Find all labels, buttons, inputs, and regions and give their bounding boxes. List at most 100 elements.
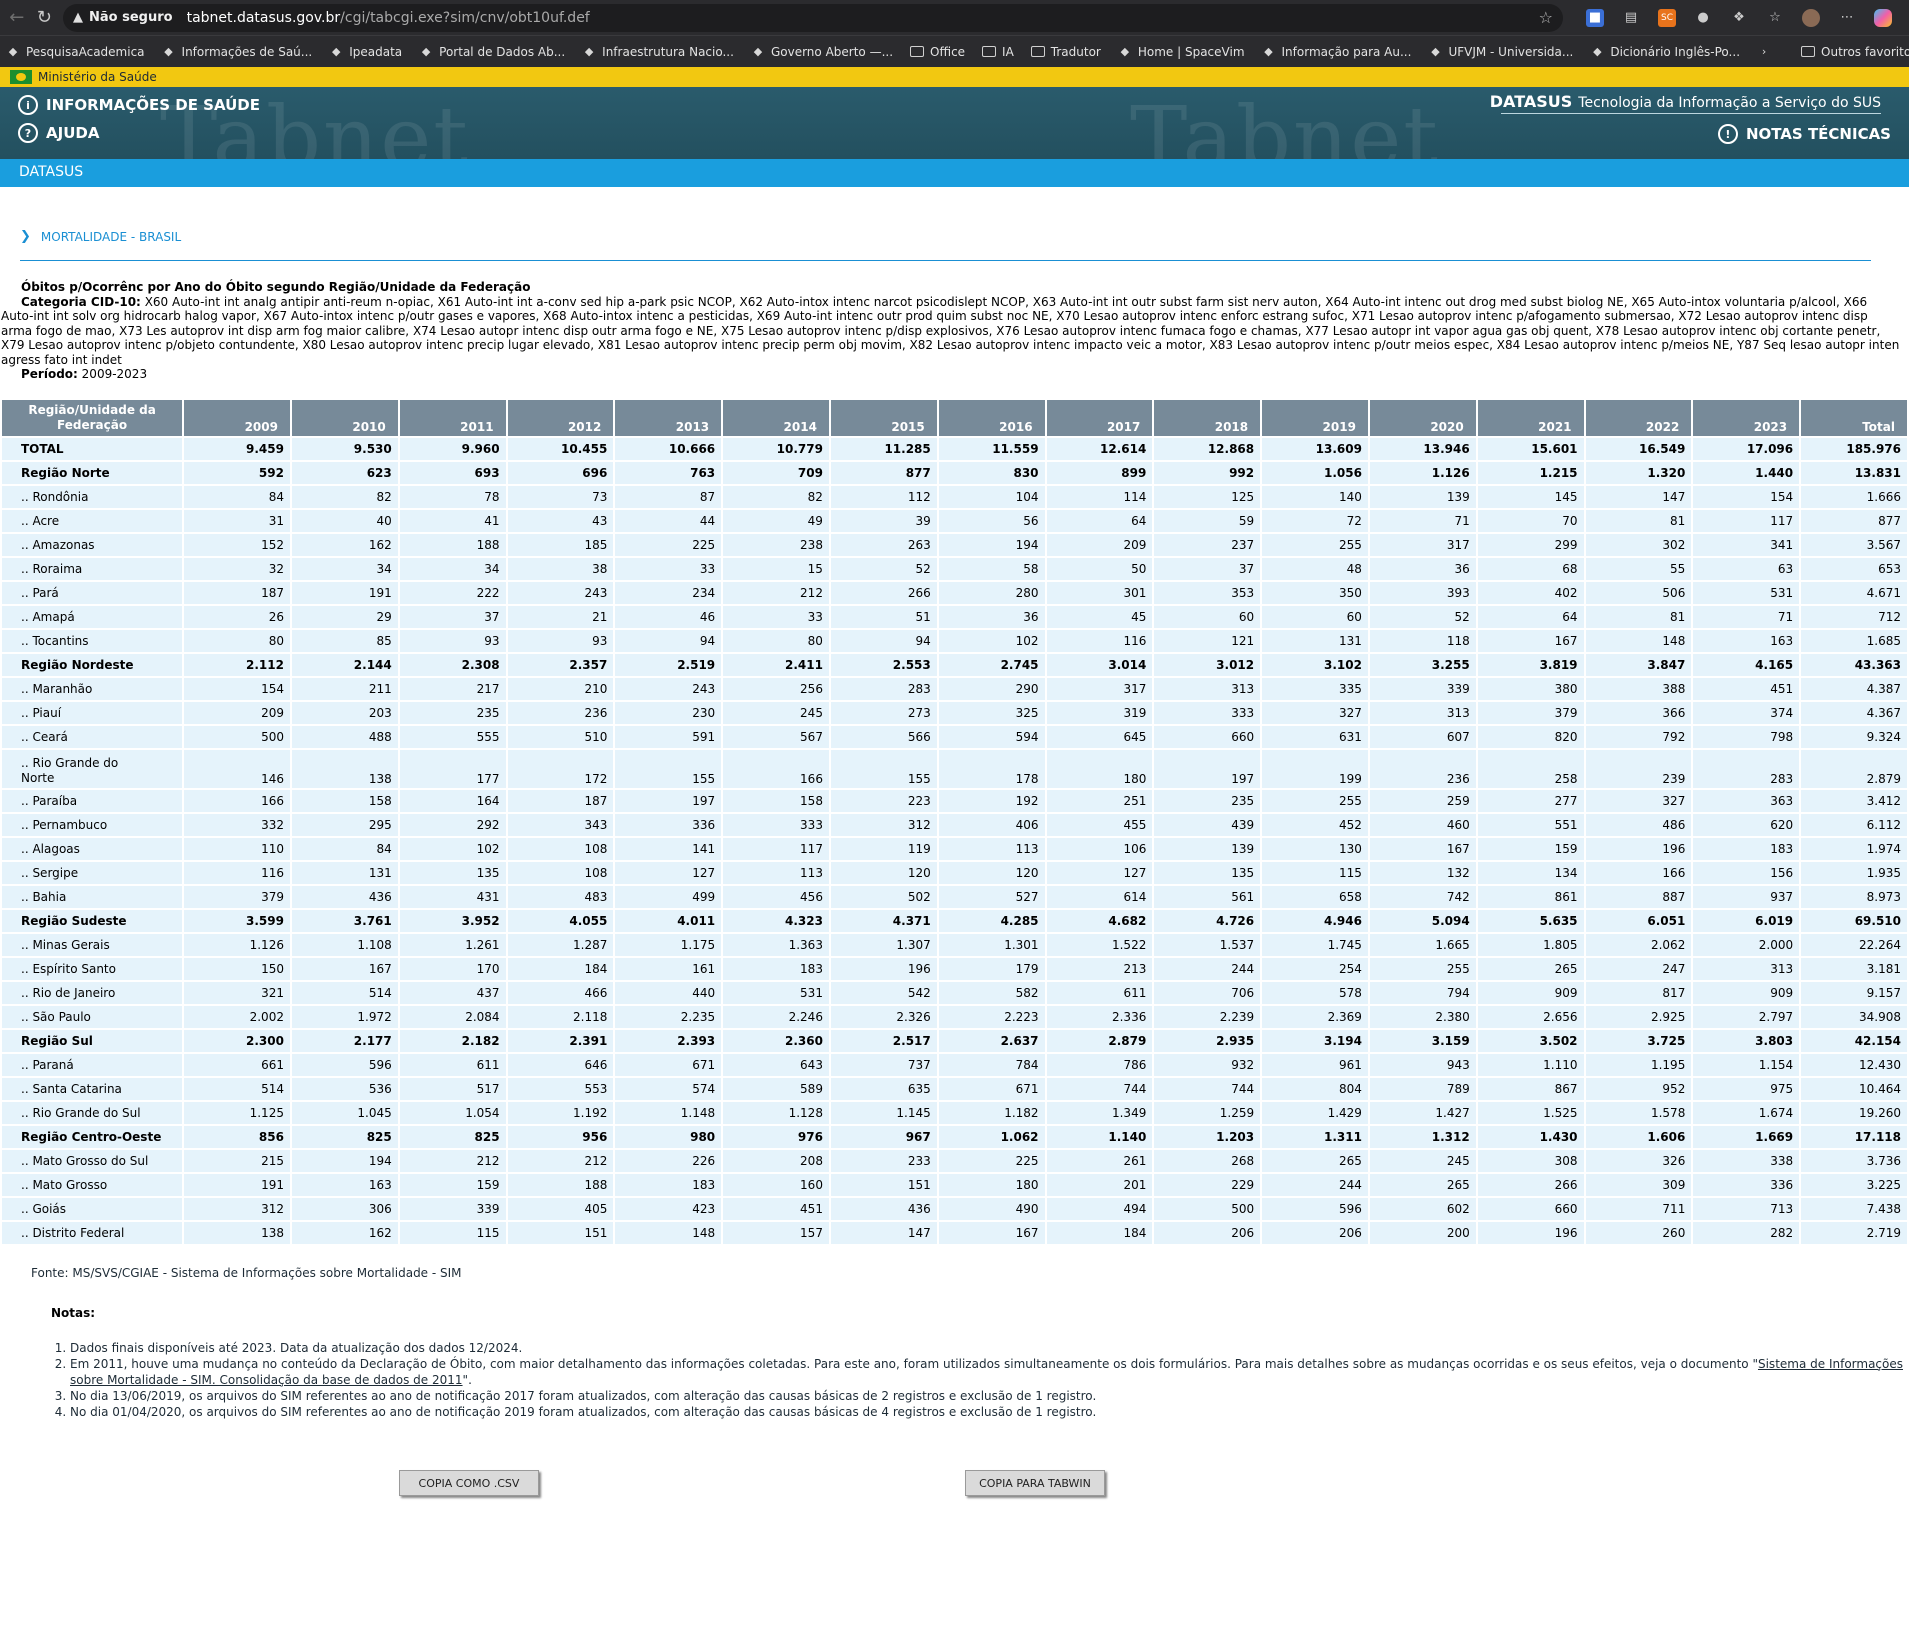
sc-extension-icon[interactable]: SC [1658, 8, 1676, 27]
bookmark-item[interactable]: ◆ Informações de Saú... [162, 45, 312, 59]
table-cell: 402 [1477, 581, 1584, 604]
table-cell: 238 [723, 533, 829, 556]
table-cell: 436 [291, 885, 398, 908]
bookmark-item[interactable]: ◆ Dicionário Inglês-Po... [1590, 45, 1740, 59]
table-cell: 551 [1477, 813, 1584, 836]
table-cell: 536 [291, 1077, 398, 1100]
table-cell: 436 [830, 1197, 937, 1220]
table-cell: 163 [291, 1173, 398, 1196]
datasus-brand[interactable]: DATASUS Tecnologia da Informação a Serviç… [1490, 92, 1881, 111]
bookmark-item[interactable]: ◆ Home | SpaceVim [1118, 45, 1245, 59]
more-menu-icon[interactable]: ⋯ [1840, 10, 1854, 25]
table-cell: 3.102 [1262, 653, 1368, 676]
table-cell: 312 [830, 813, 937, 836]
bookmark-item[interactable]: ◆ Portal de Dados Ab... [419, 45, 565, 59]
copy-tabwin-button[interactable]: COPIA PARA TABWIN [965, 1470, 1105, 1496]
table-cell: 116 [1046, 629, 1153, 652]
table-cell: 566 [830, 725, 937, 748]
table-cell: 499 [615, 885, 722, 908]
table-cell: 490 [938, 1197, 1045, 1220]
bookmark-item[interactable]: Tradutor [1030, 45, 1101, 59]
table-cell: 8.973 [1801, 885, 1907, 908]
table-cell: 452 [1262, 813, 1368, 836]
column-header: Total [1801, 399, 1907, 436]
table-cell: 388 [1585, 677, 1692, 700]
cookie-extension-icon[interactable]: ● [1697, 10, 1709, 25]
sim-document-link[interactable]: Sistema de Informações sobre Mortalidade… [70, 1356, 1903, 1387]
table-cell: 93 [399, 629, 506, 652]
table-description: Óbitos p/Ocorrênc por Ano do Óbito segun… [1, 280, 1901, 382]
table-cell: 184 [1046, 1221, 1153, 1244]
table-cell: 266 [830, 581, 937, 604]
column-header: 2015 [830, 399, 937, 436]
table-cell: 183 [723, 957, 829, 980]
table-cell: 2.935 [1154, 1029, 1261, 1052]
notes-title: Notas: [51, 1305, 96, 1320]
document-extension-icon[interactable]: ▤ [1624, 10, 1638, 25]
table-cell: 15 [723, 557, 829, 580]
table-cell: 261 [1046, 1149, 1153, 1172]
help-link[interactable]: ? AJUDA [18, 123, 99, 143]
bookmark-item[interactable]: ◆ Governo Aberto —... [751, 45, 893, 59]
address-bar[interactable]: ▲ Não seguro tabnet.datasus.gov.br/cgi/t… [63, 3, 1563, 32]
table-cell: 237 [1154, 533, 1261, 556]
favorites-icon[interactable]: ☆ [1769, 10, 1781, 25]
bookmark-star-icon[interactable]: ☆ [1538, 8, 1553, 27]
table-cell: 2.002 [184, 1005, 290, 1028]
table-cell: 1.429 [1262, 1101, 1368, 1124]
puzzle-extensions-icon[interactable]: ❖ [1733, 10, 1745, 25]
datasus-subbar-link[interactable]: DATASUS [19, 164, 84, 180]
table-cell: 3.194 [1262, 1029, 1368, 1052]
table-cell: 3.725 [1585, 1029, 1692, 1052]
bookmark-item[interactable]: Office [910, 45, 965, 59]
bookmark-favicon-icon: ◆ [8, 44, 18, 58]
table-cell: 313 [1154, 677, 1261, 700]
table-cell: 1.110 [1477, 1053, 1584, 1076]
table-cell: 319 [1046, 701, 1153, 724]
profile-avatar-icon[interactable] [1802, 8, 1820, 27]
reload-icon[interactable]: ↻ [36, 7, 52, 28]
table-cell: 2.062 [1585, 933, 1692, 956]
technical-notes-link[interactable]: ! NOTAS TÉCNICAS [1717, 124, 1891, 144]
bookmark-label: IA [1002, 44, 1014, 59]
other-bookmarks[interactable]: › Outros favoritos [1757, 45, 1909, 59]
note-item: Em 2011, houve uma mudança no conteúdo d… [70, 1356, 1909, 1388]
bookmark-item[interactable]: ◆ UFVJM - Universida... [1428, 45, 1573, 59]
copy-csv-button[interactable]: COPIA COMO .CSV [399, 1470, 539, 1496]
table-cell: 1.935 [1801, 861, 1907, 884]
table-cell: 861 [1477, 885, 1584, 908]
bookmark-item[interactable]: IA [982, 45, 1014, 59]
ministry-label[interactable]: Ministério da Saúde [38, 70, 157, 84]
chevron-right-icon[interactable]: › [1761, 44, 1767, 58]
table-cell: 34 [399, 557, 506, 580]
table-cell: 2.308 [399, 653, 506, 676]
table-cell: 37 [399, 605, 506, 628]
note-item: Dados finais disponíveis até 2023. Data … [70, 1340, 1909, 1356]
copilot-icon[interactable] [1874, 8, 1892, 27]
table-cell: 1.537 [1154, 933, 1261, 956]
health-info-link[interactable]: i INFORMAÇÕES DE SAÚDE [18, 95, 260, 115]
security-label[interactable]: Não seguro [89, 10, 173, 25]
table-cell: 645 [1046, 725, 1153, 748]
bookmark-item[interactable]: ◆ Infraestrutura Nacio... [582, 45, 734, 59]
table-cell: 500 [184, 725, 290, 748]
row-label: .. Rio de Janeiro [2, 981, 183, 1004]
back-arrow-icon[interactable]: ← [9, 7, 25, 28]
table-cell: 166 [184, 789, 290, 812]
bookmark-item[interactable]: ◆ Ipeadata [329, 45, 402, 59]
table-cell: 5.635 [1477, 909, 1584, 932]
table-row-state: .. Bahia 379 436 431 483 499 456 502 527 614 561 65… [2, 885, 1907, 908]
table-cell: 380 [1477, 677, 1584, 700]
table-cell: 9.459 [184, 437, 290, 460]
table-cell: 825 [291, 1125, 398, 1148]
table-cell: 15.601 [1477, 437, 1584, 460]
table-cell: 353 [1154, 581, 1261, 604]
bookmark-item[interactable]: ◆ Informação para Au... [1262, 45, 1411, 59]
table-cell: 213 [1046, 957, 1153, 980]
bookmark-item[interactable]: ◆ PesquisaAcademica [6, 45, 145, 59]
bookmark-favicon-icon: ◆ [584, 44, 594, 58]
table-cell: 180 [1046, 749, 1153, 788]
table-cell: 423 [615, 1197, 722, 1220]
shield-extension-icon[interactable]: ■ [1586, 8, 1604, 27]
bookmark-favicon-icon: ◆ [332, 44, 341, 58]
